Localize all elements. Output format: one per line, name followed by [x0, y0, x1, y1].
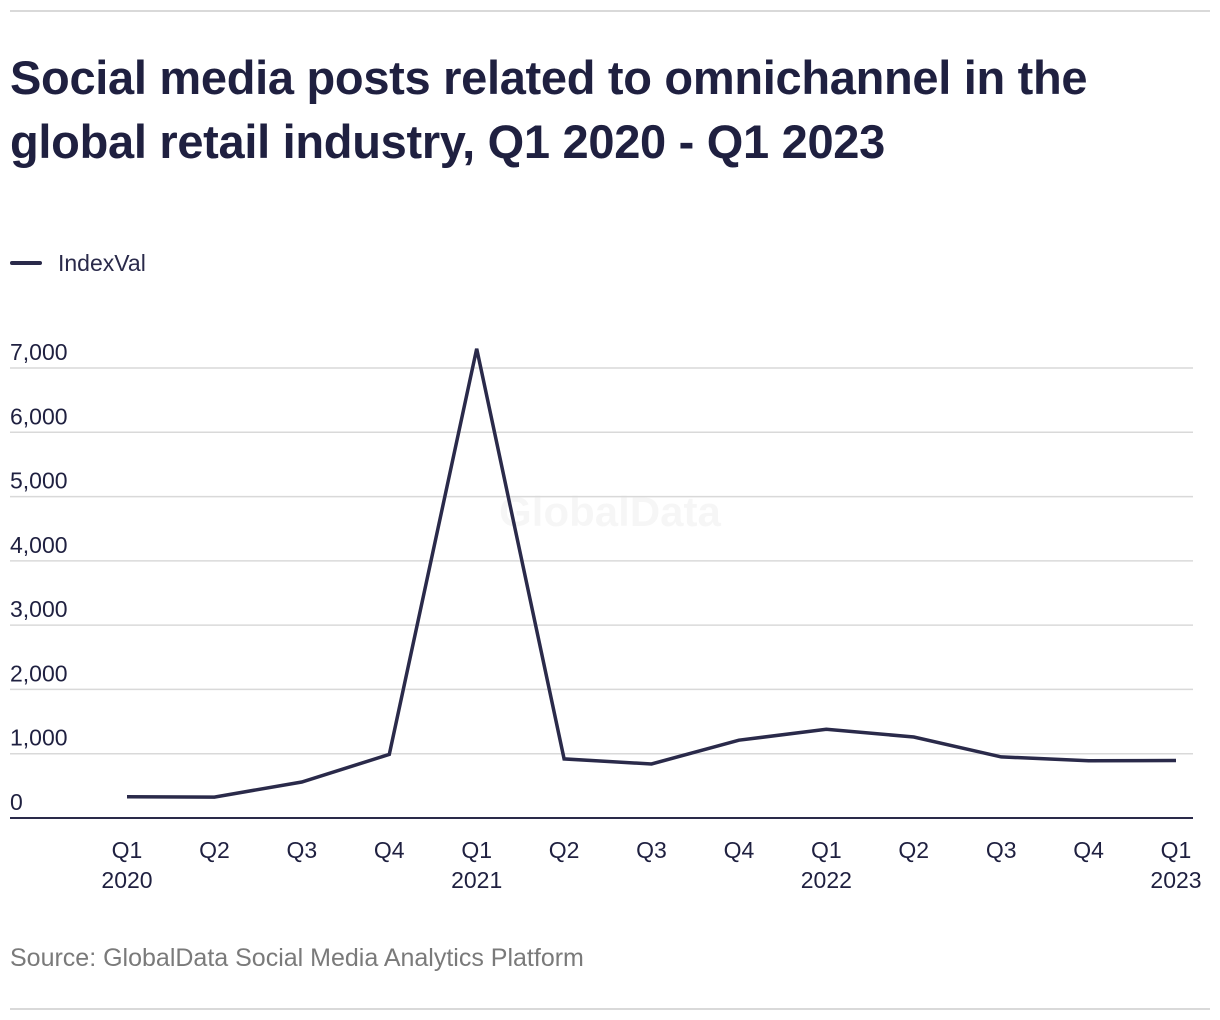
line-chart: GlobalData 0 1,000 2,000 3,000 4,000 5,000 6,00…	[10, 339, 1202, 893]
chart-title: Social media posts related to omnichanne…	[10, 51, 1088, 168]
y-tick-label: 1,000	[10, 725, 68, 751]
chart-legend: IndexVal	[10, 248, 146, 278]
x-tick-label: Q3	[986, 837, 1017, 863]
x-tick-label: Q2	[898, 837, 929, 863]
x-tick-label: Q4	[374, 837, 405, 863]
x-tick-label: Q4	[724, 837, 755, 863]
y-tick-label: 4,000	[10, 532, 68, 558]
y-tick-label: 2,000	[10, 660, 68, 686]
y-tick-label: 5,000	[10, 468, 68, 494]
x-tick-year-label: 2021	[451, 867, 502, 893]
x-tick-label: Q1	[112, 837, 143, 863]
x-tick-label: Q2	[199, 837, 230, 863]
x-tick-label: Q1	[461, 837, 492, 863]
x-tick-label: Q1	[811, 837, 842, 863]
x-tick-label: Q3	[636, 837, 667, 863]
legend-label: IndexVal	[58, 249, 146, 276]
y-tick-label: 3,000	[10, 596, 68, 622]
watermark: GlobalData	[499, 488, 721, 535]
bottom-divider	[10, 1008, 1210, 1010]
y-tick-label: 0	[10, 789, 23, 815]
x-tick-label: Q2	[549, 837, 580, 863]
x-tick-label: Q4	[1073, 837, 1104, 863]
source-note: Source: GlobalData Social Media Analytic…	[10, 944, 584, 972]
y-tick-label: 6,000	[10, 403, 68, 429]
x-tick-label: Q1	[1161, 837, 1192, 863]
x-tick-year-label: 2020	[101, 867, 152, 893]
x-tick-year-label: 2023	[1150, 867, 1201, 893]
series-line-indexval	[126, 348, 1177, 799]
top-divider	[10, 10, 1210, 12]
legend-swatch-line	[10, 261, 42, 265]
x-tick-label: Q3	[286, 837, 317, 863]
y-tick-label: 7,000	[10, 339, 68, 365]
x-tick-year-label: 2022	[801, 867, 852, 893]
